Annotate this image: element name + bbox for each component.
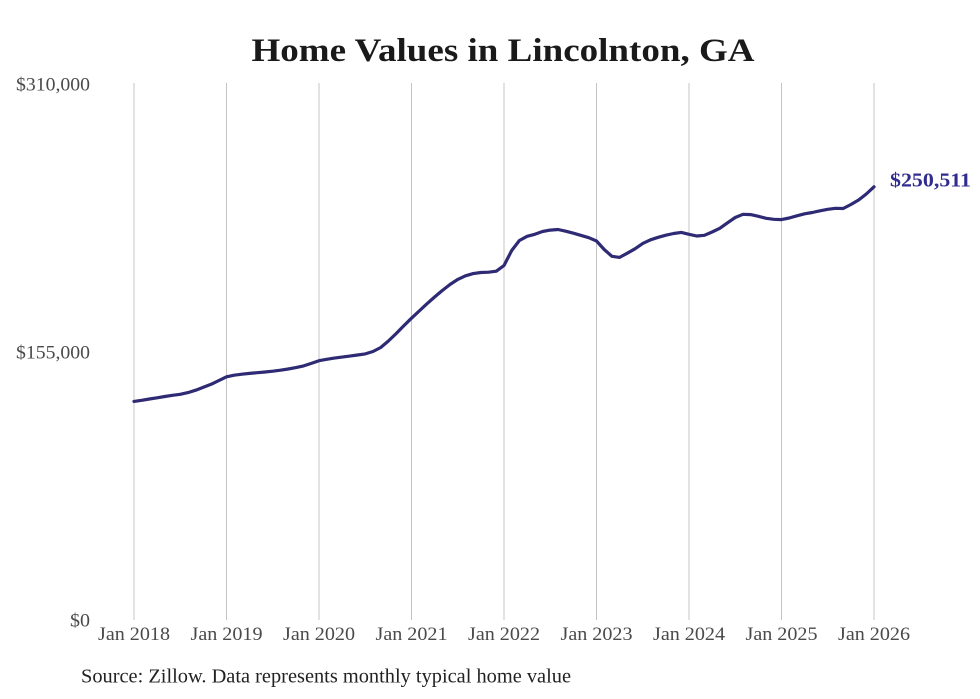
svg-text:$155,000: $155,000	[16, 342, 90, 363]
svg-text:Jan 2025: Jan 2025	[746, 624, 818, 645]
svg-text:Jan 2021: Jan 2021	[376, 624, 448, 645]
svg-text:Jan 2020: Jan 2020	[283, 624, 355, 645]
svg-text:Jan 2026: Jan 2026	[838, 624, 910, 645]
svg-text:Home Values in Lincolnton, GA: Home Values in Lincolnton, GA	[252, 33, 756, 69]
svg-text:$310,000: $310,000	[16, 74, 90, 95]
svg-text:$250,511: $250,511	[890, 170, 971, 191]
svg-text:Source: Zillow. Data represent: Source: Zillow. Data represents monthly …	[81, 666, 571, 688]
svg-text:Jan 2023: Jan 2023	[561, 624, 633, 645]
svg-text:Jan 2018: Jan 2018	[98, 624, 170, 645]
svg-text:Jan 2024: Jan 2024	[653, 624, 726, 645]
svg-text:$0: $0	[70, 610, 90, 631]
svg-text:Jan 2022: Jan 2022	[468, 624, 540, 645]
svg-text:Jan 2019: Jan 2019	[191, 624, 263, 645]
